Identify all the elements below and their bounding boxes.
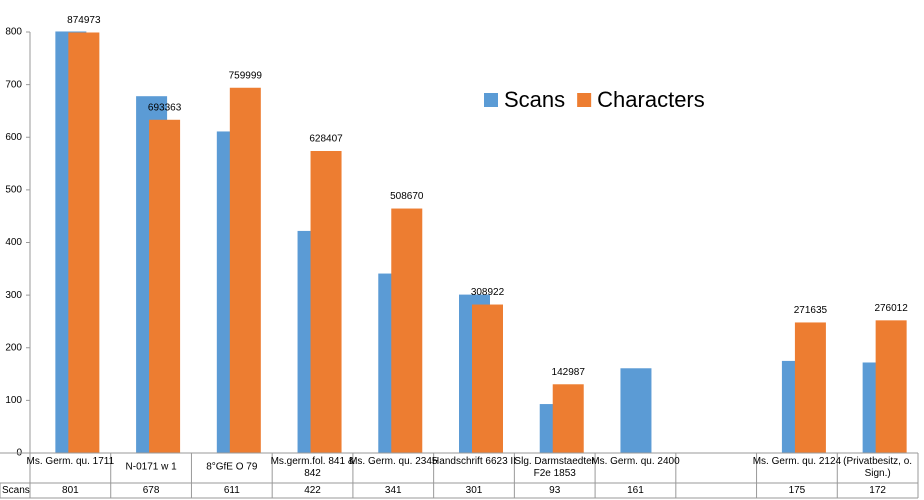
- table-value: 161: [627, 485, 644, 496]
- bar: [875, 320, 907, 453]
- data-label: 693363: [148, 102, 182, 113]
- bar: [310, 150, 342, 453]
- x-tick-label: 8°GfE O 79: [206, 462, 258, 473]
- bar: [229, 87, 261, 454]
- table-row-header: Scans: [2, 485, 30, 496]
- data-label: 271635: [794, 305, 828, 316]
- legend-swatch: [577, 93, 592, 107]
- x-tick-label: Ms.germ.fol. 841 & 842: [271, 456, 355, 479]
- x-tick-label: Slg. Darmstaedter F2e 1853: [514, 456, 595, 479]
- x-tick-label: (Privatbesitz, o. Sign.): [843, 456, 912, 479]
- x-tick-label: Ms. Germ. qu. 2345: [349, 456, 438, 467]
- bar: [391, 208, 423, 453]
- plot-area: [55, 31, 907, 454]
- y-tick-label: 500: [5, 185, 22, 196]
- data-label: 308922: [471, 287, 505, 298]
- bar: [620, 368, 652, 453]
- data-label: 759999: [229, 70, 263, 81]
- table-value: 341: [385, 485, 402, 496]
- y-tick-label: 300: [5, 290, 22, 301]
- y-tick-label: 100: [5, 395, 22, 406]
- y-tick-label: 200: [5, 342, 22, 353]
- y-tick-label: 800: [5, 27, 22, 38]
- bar: [472, 304, 503, 453]
- table-value: 611: [224, 485, 240, 496]
- x-tick-label: N-0171 w 1: [126, 462, 178, 473]
- y-tick-label: 400: [5, 237, 22, 248]
- bar: [149, 119, 181, 454]
- x-tick-label: Handschrift 6623 II: [432, 456, 516, 467]
- data-label: 142987: [552, 367, 586, 378]
- table-value: 301: [466, 485, 483, 496]
- data-label: 628407: [309, 134, 343, 145]
- x-tick-label: Ms. Germ. qu. 1711: [27, 456, 115, 467]
- x-tick-label: Ms. Germ. qu. 2400: [591, 456, 680, 467]
- data-label: 508670: [390, 191, 424, 202]
- bar: [68, 32, 100, 454]
- legend-label: Characters: [597, 87, 705, 112]
- data-label: 874973: [67, 15, 101, 26]
- bar: [794, 322, 826, 453]
- legend-label: Scans: [504, 87, 565, 112]
- y-tick-label: 700: [5, 79, 22, 90]
- data-label: 276012: [874, 303, 908, 314]
- table-value: 801: [62, 485, 79, 496]
- y-tick-label: 600: [5, 132, 22, 143]
- legend-swatch: [484, 93, 498, 107]
- table-value: 172: [869, 485, 886, 496]
- table-value: 422: [304, 485, 321, 496]
- x-tick-label: Ms. Germ. qu. 2124: [753, 456, 842, 467]
- table-value: 678: [143, 485, 160, 496]
- table-value: 93: [549, 485, 561, 496]
- bar: [552, 384, 584, 453]
- table-value: 175: [789, 485, 806, 496]
